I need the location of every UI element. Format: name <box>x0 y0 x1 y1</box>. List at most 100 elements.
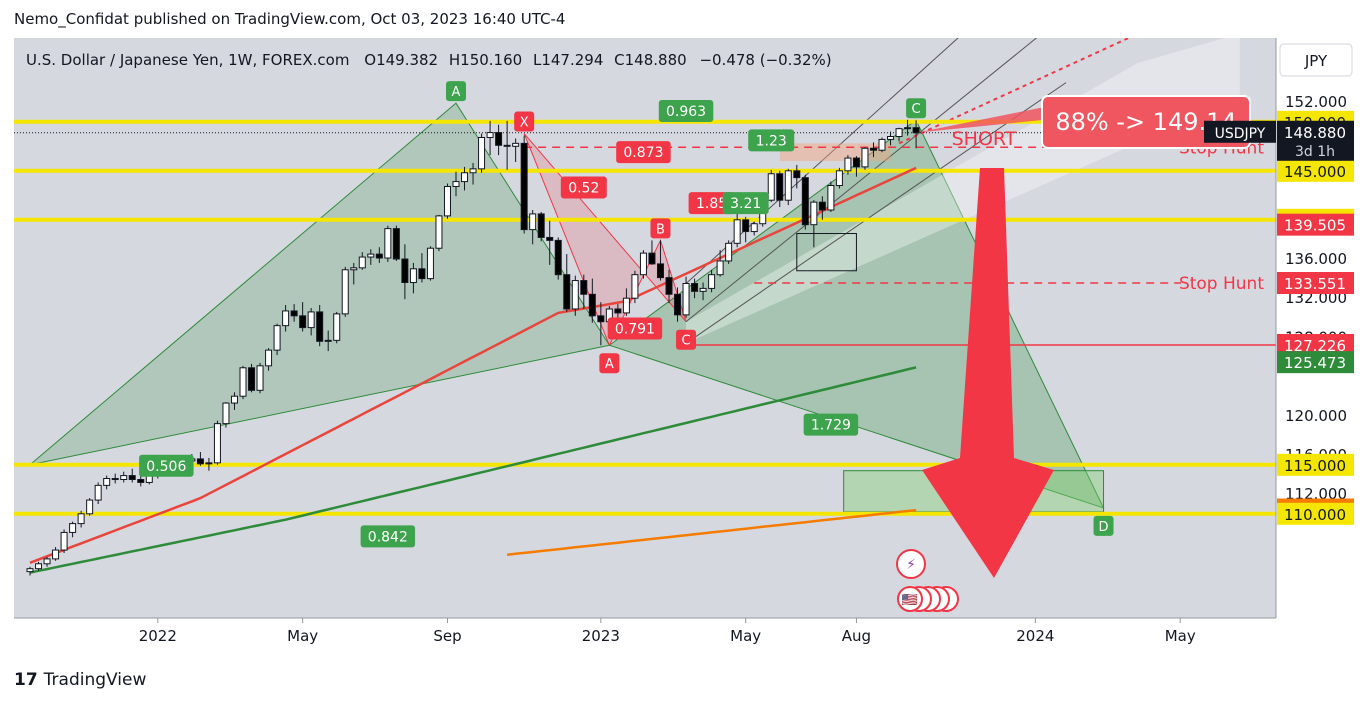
candle-body <box>571 280 579 310</box>
candle <box>665 269 673 304</box>
candle <box>486 120 494 156</box>
ratio-badge <box>748 129 795 152</box>
candle-body <box>486 132 494 138</box>
candle <box>580 274 588 309</box>
callout-pointer <box>916 107 1044 133</box>
candle <box>784 168 792 206</box>
price-chart[interactable]: Stop HuntStop Hunt AXABCCD0.9630.8730.52… <box>14 0 1356 656</box>
candle-body <box>818 201 826 211</box>
candle-body <box>639 252 647 276</box>
candle-body <box>358 256 366 269</box>
candle <box>495 124 503 156</box>
x-tick-labels: 2022 May Sep 2023 May Aug 2024 May <box>139 618 1196 645</box>
candle-body <box>827 185 835 211</box>
flash-event-glyph: ⚡ <box>906 557 916 573</box>
candle-body <box>137 479 145 483</box>
harmonic-point-badge <box>514 111 535 132</box>
candle-body <box>708 274 716 289</box>
candle-body <box>120 475 128 480</box>
candle-body <box>256 365 264 391</box>
candle-body <box>128 475 136 480</box>
candle <box>222 402 230 428</box>
chart-svg[interactable]: Stop HuntStop Hunt AXABCCD0.9630.8730.52… <box>14 0 1356 656</box>
ratio-label: 1.85 <box>696 196 727 212</box>
candle <box>333 311 341 344</box>
harmonic-point-label: D <box>1099 520 1109 535</box>
tradingview-footer[interactable]: 17 TradingView <box>14 670 146 690</box>
candle-body <box>716 260 724 276</box>
candle <box>810 200 818 248</box>
candle-body <box>904 127 912 130</box>
candle <box>426 246 434 281</box>
candle-body <box>563 274 571 310</box>
candle-body <box>103 478 111 486</box>
currency-button[interactable] <box>1279 43 1353 77</box>
candle <box>69 521 77 538</box>
harmonic-point-badge <box>906 98 927 119</box>
down-arrow-icon <box>922 168 1054 578</box>
candle <box>699 282 707 301</box>
candle <box>307 308 315 336</box>
candle-body <box>196 458 204 465</box>
currency-label: JPY <box>1304 52 1328 70</box>
candle <box>520 135 528 234</box>
low-label: L <box>533 51 542 69</box>
candle-body <box>94 484 102 501</box>
candle <box>818 196 826 220</box>
candle-body <box>495 132 503 146</box>
ratio-badge <box>616 141 671 164</box>
candle-body <box>239 367 247 397</box>
time-axis[interactable] <box>14 618 1356 656</box>
change-value: −0.478 (−0.32%) <box>699 51 831 69</box>
ratio-label: 1.729 <box>811 418 851 434</box>
candle <box>316 305 324 347</box>
candle-body <box>52 549 60 560</box>
candle <box>631 270 639 304</box>
candle-body <box>350 267 358 271</box>
candle <box>213 420 221 465</box>
candle-body <box>520 142 528 231</box>
candle-body <box>887 136 895 140</box>
candle-body <box>333 313 341 341</box>
candle-body <box>341 269 349 315</box>
candle-body <box>418 268 426 280</box>
symbol-legend: U.S. Dollar / Japanese Yen, 1W, FOREX.co… <box>26 51 832 69</box>
candle <box>350 262 358 285</box>
harmonic-point-badge <box>1093 515 1114 536</box>
candle <box>529 210 537 245</box>
close-value: 148.880 <box>625 51 687 69</box>
candle <box>622 288 630 316</box>
candle-body <box>656 263 664 279</box>
candle <box>43 556 51 567</box>
candle-body <box>810 201 818 226</box>
candle <box>733 210 741 248</box>
candle-body <box>282 310 290 327</box>
candle <box>878 137 886 153</box>
price-badge-label: 110.000 <box>1284 506 1346 524</box>
ratio-label: 3.21 <box>730 196 761 212</box>
publish-header: Nemo_Confidat published on TradingView.c… <box>14 10 566 28</box>
candle-body <box>213 423 221 464</box>
price-badge-label: 139.505 <box>1284 217 1346 235</box>
symbol-badge <box>1204 120 1276 143</box>
symbol-name: U.S. Dollar / Japanese Yen, 1W, FOREX.co… <box>26 51 349 69</box>
candle-body <box>835 170 843 187</box>
candle-body <box>392 228 400 260</box>
candle-body <box>776 173 784 201</box>
candle-body <box>452 181 460 187</box>
channel-line-base <box>685 82 1067 344</box>
candle-body <box>324 339 332 342</box>
open-label: O <box>364 51 376 69</box>
candle <box>299 302 307 332</box>
x-tick-label: May <box>1165 627 1196 645</box>
candle <box>852 156 860 177</box>
high-value: 150.160 <box>460 51 522 69</box>
candle <box>103 475 111 490</box>
candle-body <box>409 268 417 284</box>
candle-body <box>230 395 238 404</box>
candle <box>94 482 102 504</box>
candle <box>554 237 562 280</box>
candle-body <box>248 367 256 391</box>
flash-event-icon <box>896 549 926 579</box>
candle <box>716 250 724 277</box>
